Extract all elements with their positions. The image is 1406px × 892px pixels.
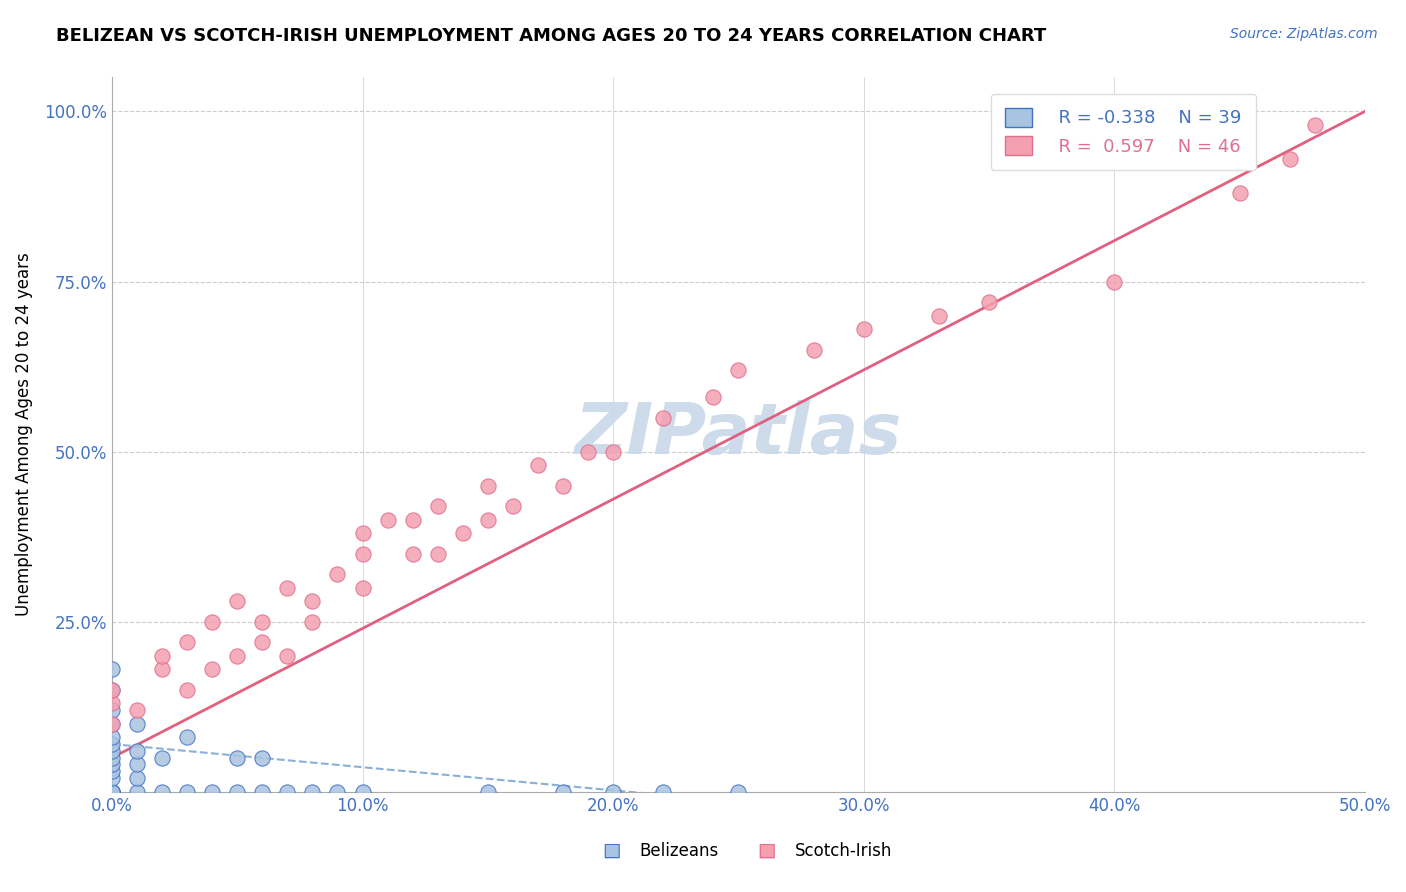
Point [576, 444, 599, 458]
Point [101, 682, 124, 697]
Point [101, 731, 124, 745]
Point [252, 785, 274, 799]
Point [301, 594, 323, 608]
Point [101, 785, 124, 799]
Point [101, 716, 124, 731]
Point [125, 785, 148, 799]
Point [727, 785, 749, 799]
Point [252, 635, 274, 649]
Point [426, 547, 449, 561]
Point [201, 615, 224, 629]
Point [727, 363, 749, 377]
Point [977, 294, 1000, 309]
Point [226, 750, 249, 764]
Point [352, 785, 374, 799]
Point [551, 785, 574, 799]
Point [602, 444, 624, 458]
Point [101, 785, 124, 799]
Point [201, 785, 224, 799]
Text: □: □ [756, 841, 776, 860]
Point [252, 615, 274, 629]
Point [1102, 275, 1125, 289]
Point [352, 581, 374, 595]
Point [352, 526, 374, 541]
Point [176, 785, 198, 799]
Point [602, 785, 624, 799]
Point [1278, 152, 1301, 166]
Point [301, 785, 323, 799]
Point [125, 716, 148, 731]
Point [150, 785, 173, 799]
Text: BELIZEAN VS SCOTCH-IRISH UNEMPLOYMENT AMONG AGES 20 TO 24 YEARS CORRELATION CHAR: BELIZEAN VS SCOTCH-IRISH UNEMPLOYMENT AM… [56, 27, 1046, 45]
Point [176, 682, 198, 697]
Point [652, 410, 675, 425]
Point [527, 458, 550, 473]
Point [1229, 186, 1251, 200]
Point [101, 682, 124, 697]
Point [125, 757, 148, 772]
Point [101, 785, 124, 799]
Point [1303, 118, 1326, 132]
Point [125, 744, 148, 758]
Point [125, 771, 148, 785]
Point [477, 478, 499, 492]
Point [326, 567, 349, 582]
Point [426, 499, 449, 513]
Point [301, 615, 323, 629]
Point [125, 703, 148, 717]
Point [101, 771, 124, 785]
Point [451, 526, 474, 541]
Point [150, 648, 173, 663]
Text: Source: ZipAtlas.com: Source: ZipAtlas.com [1230, 27, 1378, 41]
Point [502, 499, 524, 513]
Point [477, 785, 499, 799]
Point [702, 390, 724, 404]
Point [803, 343, 825, 357]
Point [276, 581, 298, 595]
Point [101, 737, 124, 751]
Point [928, 309, 950, 323]
Point [551, 478, 574, 492]
Y-axis label: Unemployment Among Ages 20 to 24 years: Unemployment Among Ages 20 to 24 years [15, 252, 32, 616]
Text: Belizeans: Belizeans [640, 842, 718, 860]
Point [176, 635, 198, 649]
Point [176, 731, 198, 745]
Point [101, 716, 124, 731]
Point [150, 662, 173, 676]
Legend:   R = -0.338    N = 39,   R =  0.597    N = 46: R = -0.338 N = 39, R = 0.597 N = 46 [991, 94, 1256, 170]
Point [401, 547, 423, 561]
Point [326, 785, 349, 799]
Point [276, 648, 298, 663]
Point [852, 322, 875, 336]
Text: ZIPatlas: ZIPatlas [575, 401, 903, 469]
Point [352, 547, 374, 561]
Point [101, 750, 124, 764]
Point [652, 785, 675, 799]
Point [226, 648, 249, 663]
Text: ■: ■ [756, 841, 776, 860]
Point [276, 785, 298, 799]
Text: □: □ [602, 841, 621, 860]
Point [101, 785, 124, 799]
Point [101, 744, 124, 758]
Text: Scotch-Irish: Scotch-Irish [794, 842, 891, 860]
Point [101, 757, 124, 772]
Point [101, 696, 124, 710]
Point [226, 785, 249, 799]
Point [477, 513, 499, 527]
Point [226, 594, 249, 608]
Point [401, 513, 423, 527]
Point [101, 662, 124, 676]
Point [101, 785, 124, 799]
Point [150, 750, 173, 764]
Point [101, 703, 124, 717]
Point [377, 513, 399, 527]
Text: ■: ■ [602, 841, 621, 860]
Point [252, 750, 274, 764]
Point [101, 764, 124, 779]
Point [201, 662, 224, 676]
